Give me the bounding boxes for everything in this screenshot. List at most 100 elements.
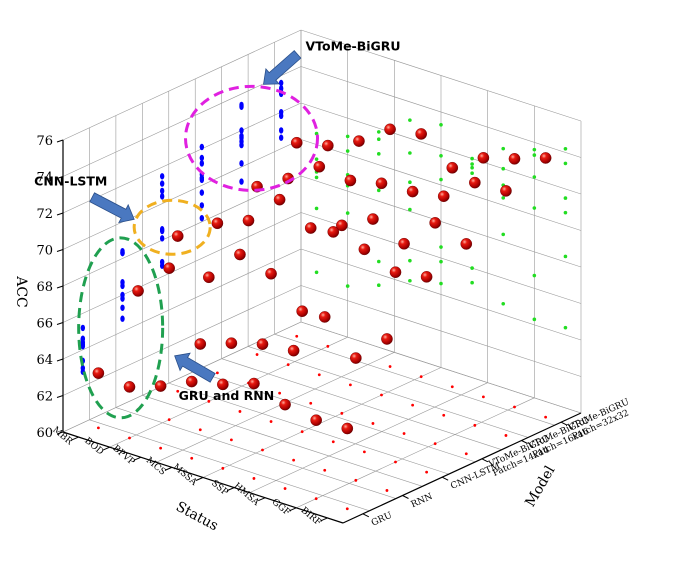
data-point bbox=[171, 230, 184, 242]
projection-right-wall bbox=[314, 206, 319, 211]
data-point bbox=[469, 176, 481, 189]
projection-floor bbox=[513, 405, 516, 409]
data-point bbox=[398, 237, 410, 250]
data-point bbox=[406, 185, 419, 198]
projection-left-wall bbox=[239, 127, 244, 134]
projection-floor bbox=[269, 420, 273, 423]
projection-right-wall bbox=[532, 206, 537, 210]
projection-right-wall bbox=[408, 278, 412, 283]
projection-left-wall bbox=[80, 324, 86, 332]
cnn-lstm-ring bbox=[132, 198, 212, 256]
projection-right-wall bbox=[345, 134, 350, 139]
data-point bbox=[477, 152, 490, 164]
acc-tick-label: 72 bbox=[36, 207, 53, 222]
projection-right-wall bbox=[501, 196, 506, 200]
projection-floor bbox=[450, 385, 454, 389]
projection-floor bbox=[238, 410, 242, 413]
projection-right-wall bbox=[563, 210, 568, 215]
projection-floor bbox=[433, 442, 437, 446]
model-tick bbox=[560, 421, 568, 426]
projection-left-wall bbox=[199, 202, 205, 209]
grid-line-left-wall bbox=[62, 139, 302, 250]
acc-axis-title: ACC bbox=[13, 275, 29, 308]
grid-line-left-wall bbox=[62, 212, 302, 323]
projection-right-wall bbox=[470, 266, 474, 270]
data-point bbox=[350, 352, 362, 364]
grid-line-floor bbox=[249, 382, 488, 493]
projection-floor bbox=[340, 411, 344, 415]
projection-floor bbox=[198, 428, 202, 432]
data-point bbox=[211, 217, 224, 230]
cnn-lstm-arrow bbox=[89, 192, 135, 224]
status-tick-label: BPVP bbox=[111, 444, 137, 468]
data-point bbox=[154, 380, 167, 392]
projection-right-wall bbox=[532, 147, 537, 152]
projection-right-wall bbox=[470, 171, 474, 176]
projection-right-wall bbox=[314, 131, 319, 136]
projection-floor bbox=[309, 401, 313, 405]
projection-right-wall bbox=[532, 273, 537, 278]
projection-right-wall bbox=[439, 281, 443, 286]
projection-floor bbox=[159, 446, 163, 450]
projection-right-wall bbox=[563, 254, 568, 259]
data-point bbox=[242, 214, 255, 227]
model-axis-title: Model bbox=[522, 463, 558, 510]
projection-right-wall bbox=[532, 175, 537, 179]
projection-right-wall bbox=[439, 154, 443, 158]
data-point bbox=[389, 266, 402, 279]
data-point bbox=[353, 135, 365, 147]
projection-floor bbox=[348, 383, 352, 387]
projection-right-wall bbox=[314, 175, 319, 180]
projection-floor bbox=[278, 391, 282, 395]
projection-right-wall bbox=[501, 232, 506, 237]
model-tick bbox=[481, 458, 489, 463]
projection-left-wall bbox=[278, 127, 284, 134]
projection-left-wall bbox=[159, 180, 165, 187]
projection-floor bbox=[295, 334, 299, 338]
status-tick-label: GGF bbox=[270, 497, 292, 518]
status-tick bbox=[102, 446, 110, 451]
gru-rnn-ring bbox=[77, 236, 165, 420]
projection-right-wall bbox=[408, 118, 412, 122]
projection-right-wall bbox=[470, 165, 474, 170]
data-point bbox=[375, 177, 388, 190]
projection-left-wall bbox=[159, 235, 165, 242]
projection-floor bbox=[473, 423, 477, 427]
projection-left-wall bbox=[278, 108, 284, 116]
data-point bbox=[446, 161, 459, 174]
data-point bbox=[234, 248, 246, 261]
projection-floor bbox=[255, 353, 259, 356]
projection-left-wall bbox=[199, 214, 205, 222]
projection-floor bbox=[207, 399, 211, 403]
projection-right-wall bbox=[532, 153, 537, 157]
acc-tick bbox=[56, 212, 64, 216]
model-tick-label: RNN bbox=[410, 492, 435, 510]
projection-floor bbox=[362, 450, 366, 454]
status-tick-label: BIRF bbox=[299, 506, 323, 529]
projection-left-wall bbox=[159, 173, 165, 180]
projection-floor bbox=[252, 477, 256, 480]
model-axis-line bbox=[342, 412, 582, 524]
projection-floor bbox=[317, 373, 321, 377]
data-point bbox=[508, 152, 521, 165]
data-point bbox=[310, 414, 322, 426]
data-point bbox=[336, 219, 348, 232]
projection-right-wall bbox=[345, 211, 350, 215]
data-point bbox=[415, 128, 427, 140]
projection-floor bbox=[354, 478, 358, 482]
data-point bbox=[279, 398, 291, 411]
projection-right-wall bbox=[376, 259, 381, 264]
model-tick-label: GRU bbox=[370, 511, 394, 529]
annotations: VToMe-BiGRU CNN-LSTM GRU and RNN bbox=[34, 38, 401, 420]
projection-left-wall bbox=[120, 279, 125, 286]
projection-floor bbox=[229, 438, 233, 442]
projection-left-wall bbox=[239, 160, 244, 167]
data-point bbox=[322, 139, 334, 152]
acc-tick bbox=[56, 322, 64, 325]
model-tick bbox=[441, 476, 449, 481]
projection-right-wall bbox=[408, 258, 412, 263]
wall-projections bbox=[80, 68, 568, 511]
projection-left-wall bbox=[278, 134, 284, 141]
